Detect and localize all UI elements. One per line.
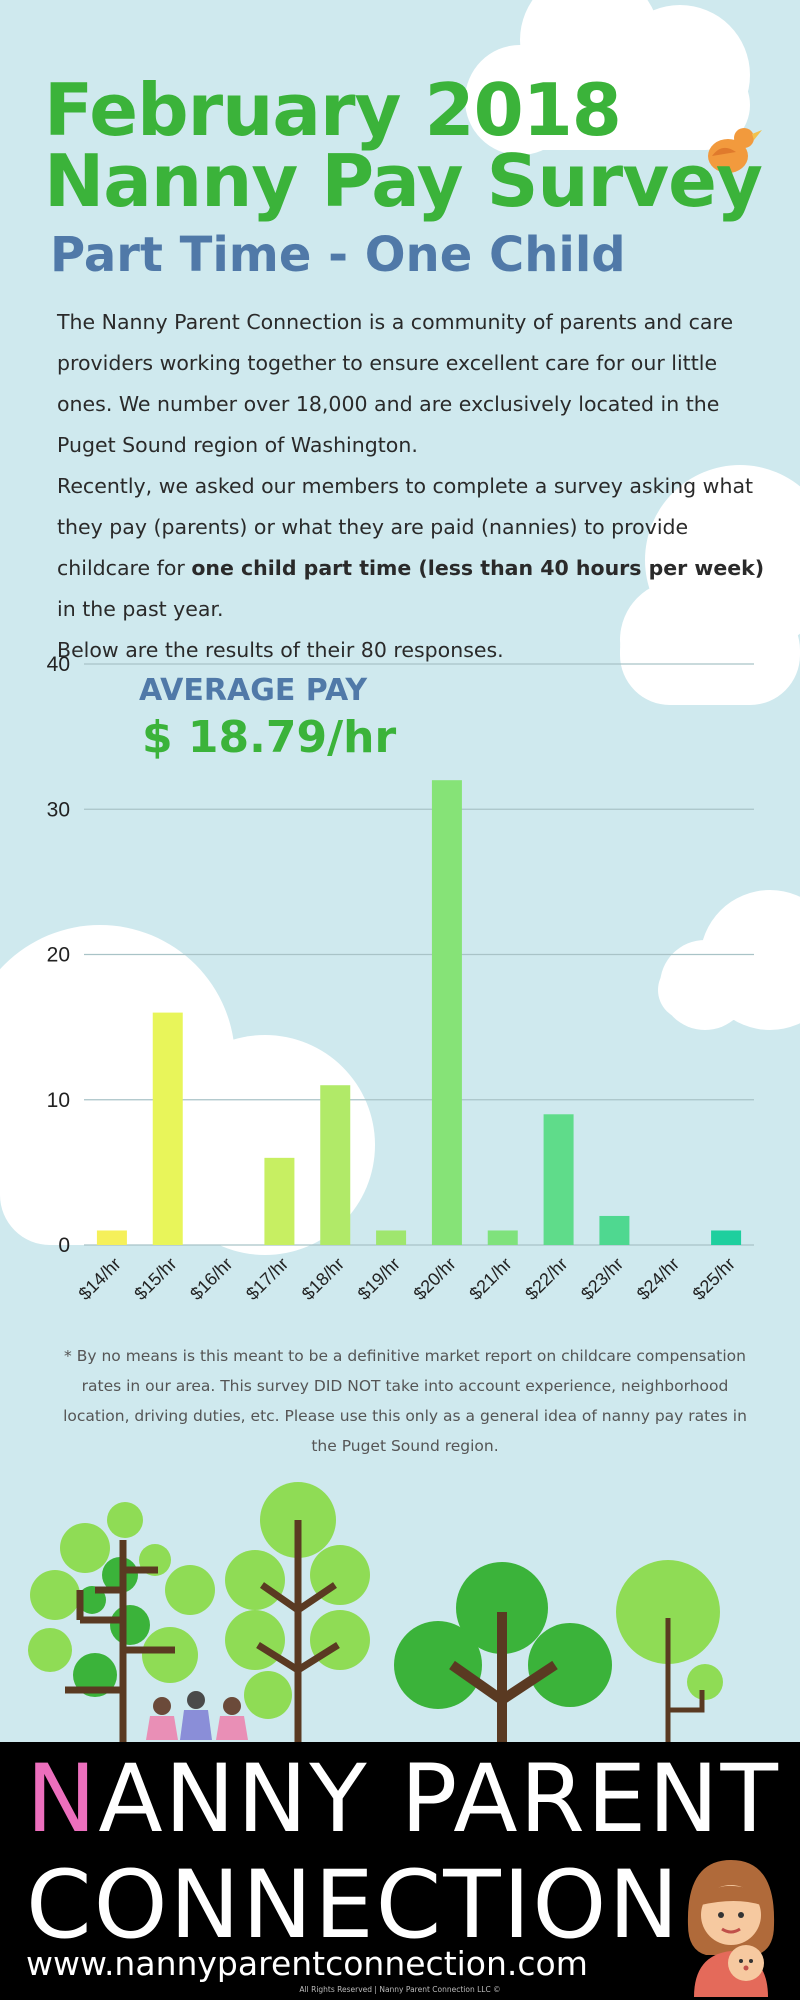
page-title-line2: Nanny Pay Survey [44, 139, 763, 223]
brand-first-letter: N [26, 1745, 99, 1854]
y-tick-label: 20 [47, 944, 70, 967]
brand-name-line2: CONNECTION [26, 1851, 681, 1960]
intro-paragraph-1: The Nanny Parent Connection is a communi… [57, 310, 734, 457]
website-link[interactable]: www.nannyparentconnection.com [26, 1944, 588, 1983]
nanny-with-baby-icon [687, 1860, 775, 1997]
cloud-icon [620, 465, 800, 705]
average-pay-label: AVERAGE PAY [139, 673, 368, 708]
bar-14 [96, 1230, 127, 1245]
y-tick-label: 40 [47, 653, 70, 676]
bar-23 [599, 1215, 630, 1245]
disclaimer-footnote: * By no means is this meant to be a defi… [63, 1347, 747, 1455]
x-tick-label: $21/hr [465, 1254, 515, 1304]
x-tick-label: $23/hr [577, 1254, 627, 1304]
tree-icon [225, 1482, 370, 1742]
bar-17 [264, 1157, 295, 1245]
intro-p2-after: in the past year. [57, 597, 224, 621]
x-tick-label: $18/hr [298, 1254, 348, 1304]
intro-text: The Nanny Parent Connection is a communi… [57, 302, 777, 671]
y-tick-label: 30 [47, 798, 70, 821]
x-tick-label: $19/hr [354, 1254, 404, 1304]
tree-icon [394, 1562, 612, 1742]
bar-22 [543, 1114, 574, 1245]
average-pay-value: $ 18.79/hr [142, 712, 397, 763]
x-tick-label: $14/hr [75, 1254, 125, 1304]
intro-p2-before: Recently, we asked our members to comple… [57, 474, 754, 580]
cloud-icon [658, 890, 800, 1030]
cloud-icon [465, 0, 750, 155]
intro-paragraph-2: Recently, we asked our members to comple… [57, 466, 777, 630]
brand-line1-rest: ANNY PARENT [98, 1745, 780, 1854]
footer-band [0, 1742, 800, 2000]
x-tick-label: $15/hr [130, 1254, 180, 1304]
bar-25 [711, 1230, 742, 1245]
bird-icon [708, 128, 762, 173]
x-tick-label: $24/hr [633, 1254, 683, 1304]
x-tick-label: $25/hr [689, 1254, 739, 1304]
brand-name-line1: NANNY PARENT [26, 1750, 780, 1850]
intro-p2-bold: one child part time (less than 40 hours … [191, 556, 765, 580]
bar-20 [431, 780, 462, 1245]
x-tick-label: $22/hr [521, 1254, 571, 1304]
bar-21 [487, 1230, 518, 1245]
y-tick-label: 10 [47, 1089, 70, 1112]
page-title-line1: February 2018 [44, 68, 622, 152]
tree-icon [28, 1502, 215, 1742]
x-tick-label: $17/hr [242, 1254, 292, 1304]
bar-18 [320, 1085, 351, 1245]
bar-19 [376, 1230, 407, 1245]
tree-icon [616, 1560, 723, 1742]
bar-15 [152, 1012, 183, 1245]
page-subtitle: Part Time - One Child [50, 227, 626, 283]
x-tick-label: $20/hr [410, 1254, 460, 1304]
x-tick-label: $16/hr [186, 1254, 236, 1304]
intro-paragraph-3: Below are the results of their 80 respon… [57, 638, 504, 662]
children-icon [146, 1691, 248, 1740]
copyright-text: All Rights Reserved | Nanny Parent Conne… [299, 1985, 501, 1994]
y-tick-label: 0 [58, 1234, 70, 1257]
